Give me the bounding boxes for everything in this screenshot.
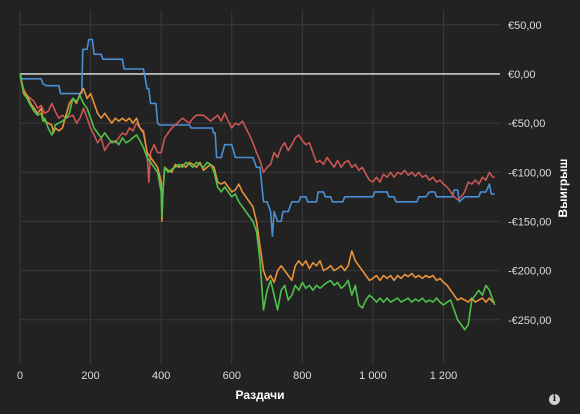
x-tick-label: 0	[17, 370, 23, 382]
y-tick-label: -€50,00	[508, 118, 545, 130]
x-axis-ticks: 0 200 400 600 800 1 000 1 200	[17, 370, 457, 382]
y-tick-label: -€200,00	[508, 266, 551, 278]
y-tick-label: €50,00	[508, 20, 542, 32]
info-icon[interactable]: i	[549, 394, 560, 405]
y-tick-label: -€150,00	[508, 216, 551, 228]
y-tick-label: €0,00	[508, 69, 536, 81]
x-axis-title: Раздачи	[236, 388, 285, 402]
x-tick-label: 400	[152, 370, 170, 382]
x-tick-label: 600	[223, 370, 241, 382]
y-axis-title: Выигрыш	[556, 159, 570, 218]
y-tick-label: -€100,00	[508, 167, 551, 179]
series-line-4	[19, 73, 496, 331]
grid	[19, 10, 500, 364]
series-line-2	[19, 73, 495, 201]
y-axis-ticks: €50,00 €0,00 -€50,00 -€100,00 -€150,00 -€200,…	[508, 20, 551, 327]
series-layer	[19, 38, 496, 331]
series-line-3	[19, 73, 495, 303]
series-line-1	[19, 38, 495, 237]
x-tick-label: 200	[81, 370, 99, 382]
x-tick-label: 800	[293, 370, 311, 382]
x-tick-label: 1 000	[359, 370, 387, 382]
x-tick-label: 1 200	[430, 370, 458, 382]
y-tick-label: -€250,00	[508, 315, 551, 327]
